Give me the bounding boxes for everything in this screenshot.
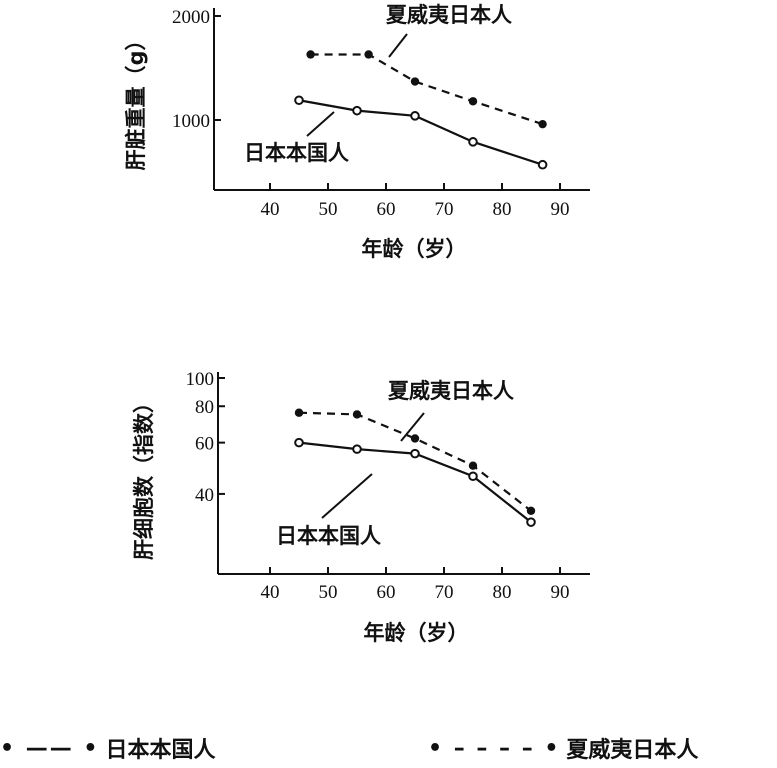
legend-item-mainland: • —— • 日本本国人 [0,728,215,768]
series-label-leader [400,412,425,442]
data-point-mainland [410,111,420,121]
y-tick-label: 60 [195,434,214,455]
liver-weight-chart: 40 50 60 70 80 90 1000 2000 年龄（岁） 肝脏重量（g） 夏威夷日本人日本… [124,3,590,261]
data-point-mainland [352,444,362,454]
x-tick-label: 50 [319,199,338,220]
data-point-mainland [294,437,304,448]
y-tick-label: 2000 [172,7,210,28]
data-point-hawaii [352,410,362,419]
legend-symbol-dashed: • – – – – • [428,735,561,761]
data-point-mainland [537,159,548,170]
series-label: 夏威夷日本人 [388,379,514,403]
data-point-hawaii [468,97,478,106]
data-point-hawaii [410,434,420,443]
x-axis-label: 年龄（岁） [364,621,469,645]
x-tick-label: 80 [493,582,512,603]
series-label-leader [306,111,335,137]
x-tick-label: 80 [493,199,512,220]
series-label: 日本本国人 [244,141,349,165]
series-line-hawaii [310,53,543,126]
y-axis-label: 肝细胞数（指数） [132,392,156,560]
series-label-leader [388,33,408,58]
data-point-hawaii [306,50,315,59]
data-point-mainland [410,448,420,459]
data-point-mainland [526,517,536,527]
x-tick-label: 50 [319,582,338,603]
x-tick-label: 70 [435,582,454,603]
data-point-hawaii [410,77,420,86]
y-tick-label: 1000 [172,111,210,132]
data-point-hawaii [364,50,373,59]
x-tick-label: 90 [551,199,570,220]
data-point-mainland [468,137,478,147]
y-tick-label: 100 [186,369,215,390]
y-tick-label: 40 [195,485,214,506]
data-point-hawaii [468,461,478,470]
series-line-hawaii [298,411,532,512]
x-axis-label: 年龄（岁） [362,237,467,261]
data-point-hawaii [526,506,536,516]
x-tick-label: 60 [377,199,396,220]
legend-label-mainland: 日本本国人 [105,738,216,763]
x-tick-label: 90 [551,582,570,603]
data-point-hawaii [538,119,547,129]
legend-item-hawaii: • – – – – • 夏威夷日本人 [428,728,698,768]
series-label: 日本本国人 [276,524,381,548]
x-tick-label: 70 [435,199,454,220]
x-tick-label: 60 [377,582,396,603]
data-point-hawaii [294,408,304,417]
liver-cell-count-chart: 40 50 60 70 80 90 100 80 60 40 年龄（岁） 肝细胞数（指数） 夏威夷日本人… [132,369,590,645]
data-point-mainland [468,471,478,482]
data-point-mainland [294,95,304,106]
series-label: 夏威夷日本人 [386,3,512,27]
legend-label-hawaii: 夏威夷日本人 [566,738,699,763]
x-tick-label: 40 [261,199,280,220]
data-point-mainland [352,105,362,116]
y-axis-label: 肝脏重量（g） [124,29,148,170]
series-label-leader [321,473,373,519]
legend-symbol-solid: • —— • [0,735,100,761]
x-tick-label: 40 [261,582,280,603]
y-tick-label: 80 [195,397,214,418]
